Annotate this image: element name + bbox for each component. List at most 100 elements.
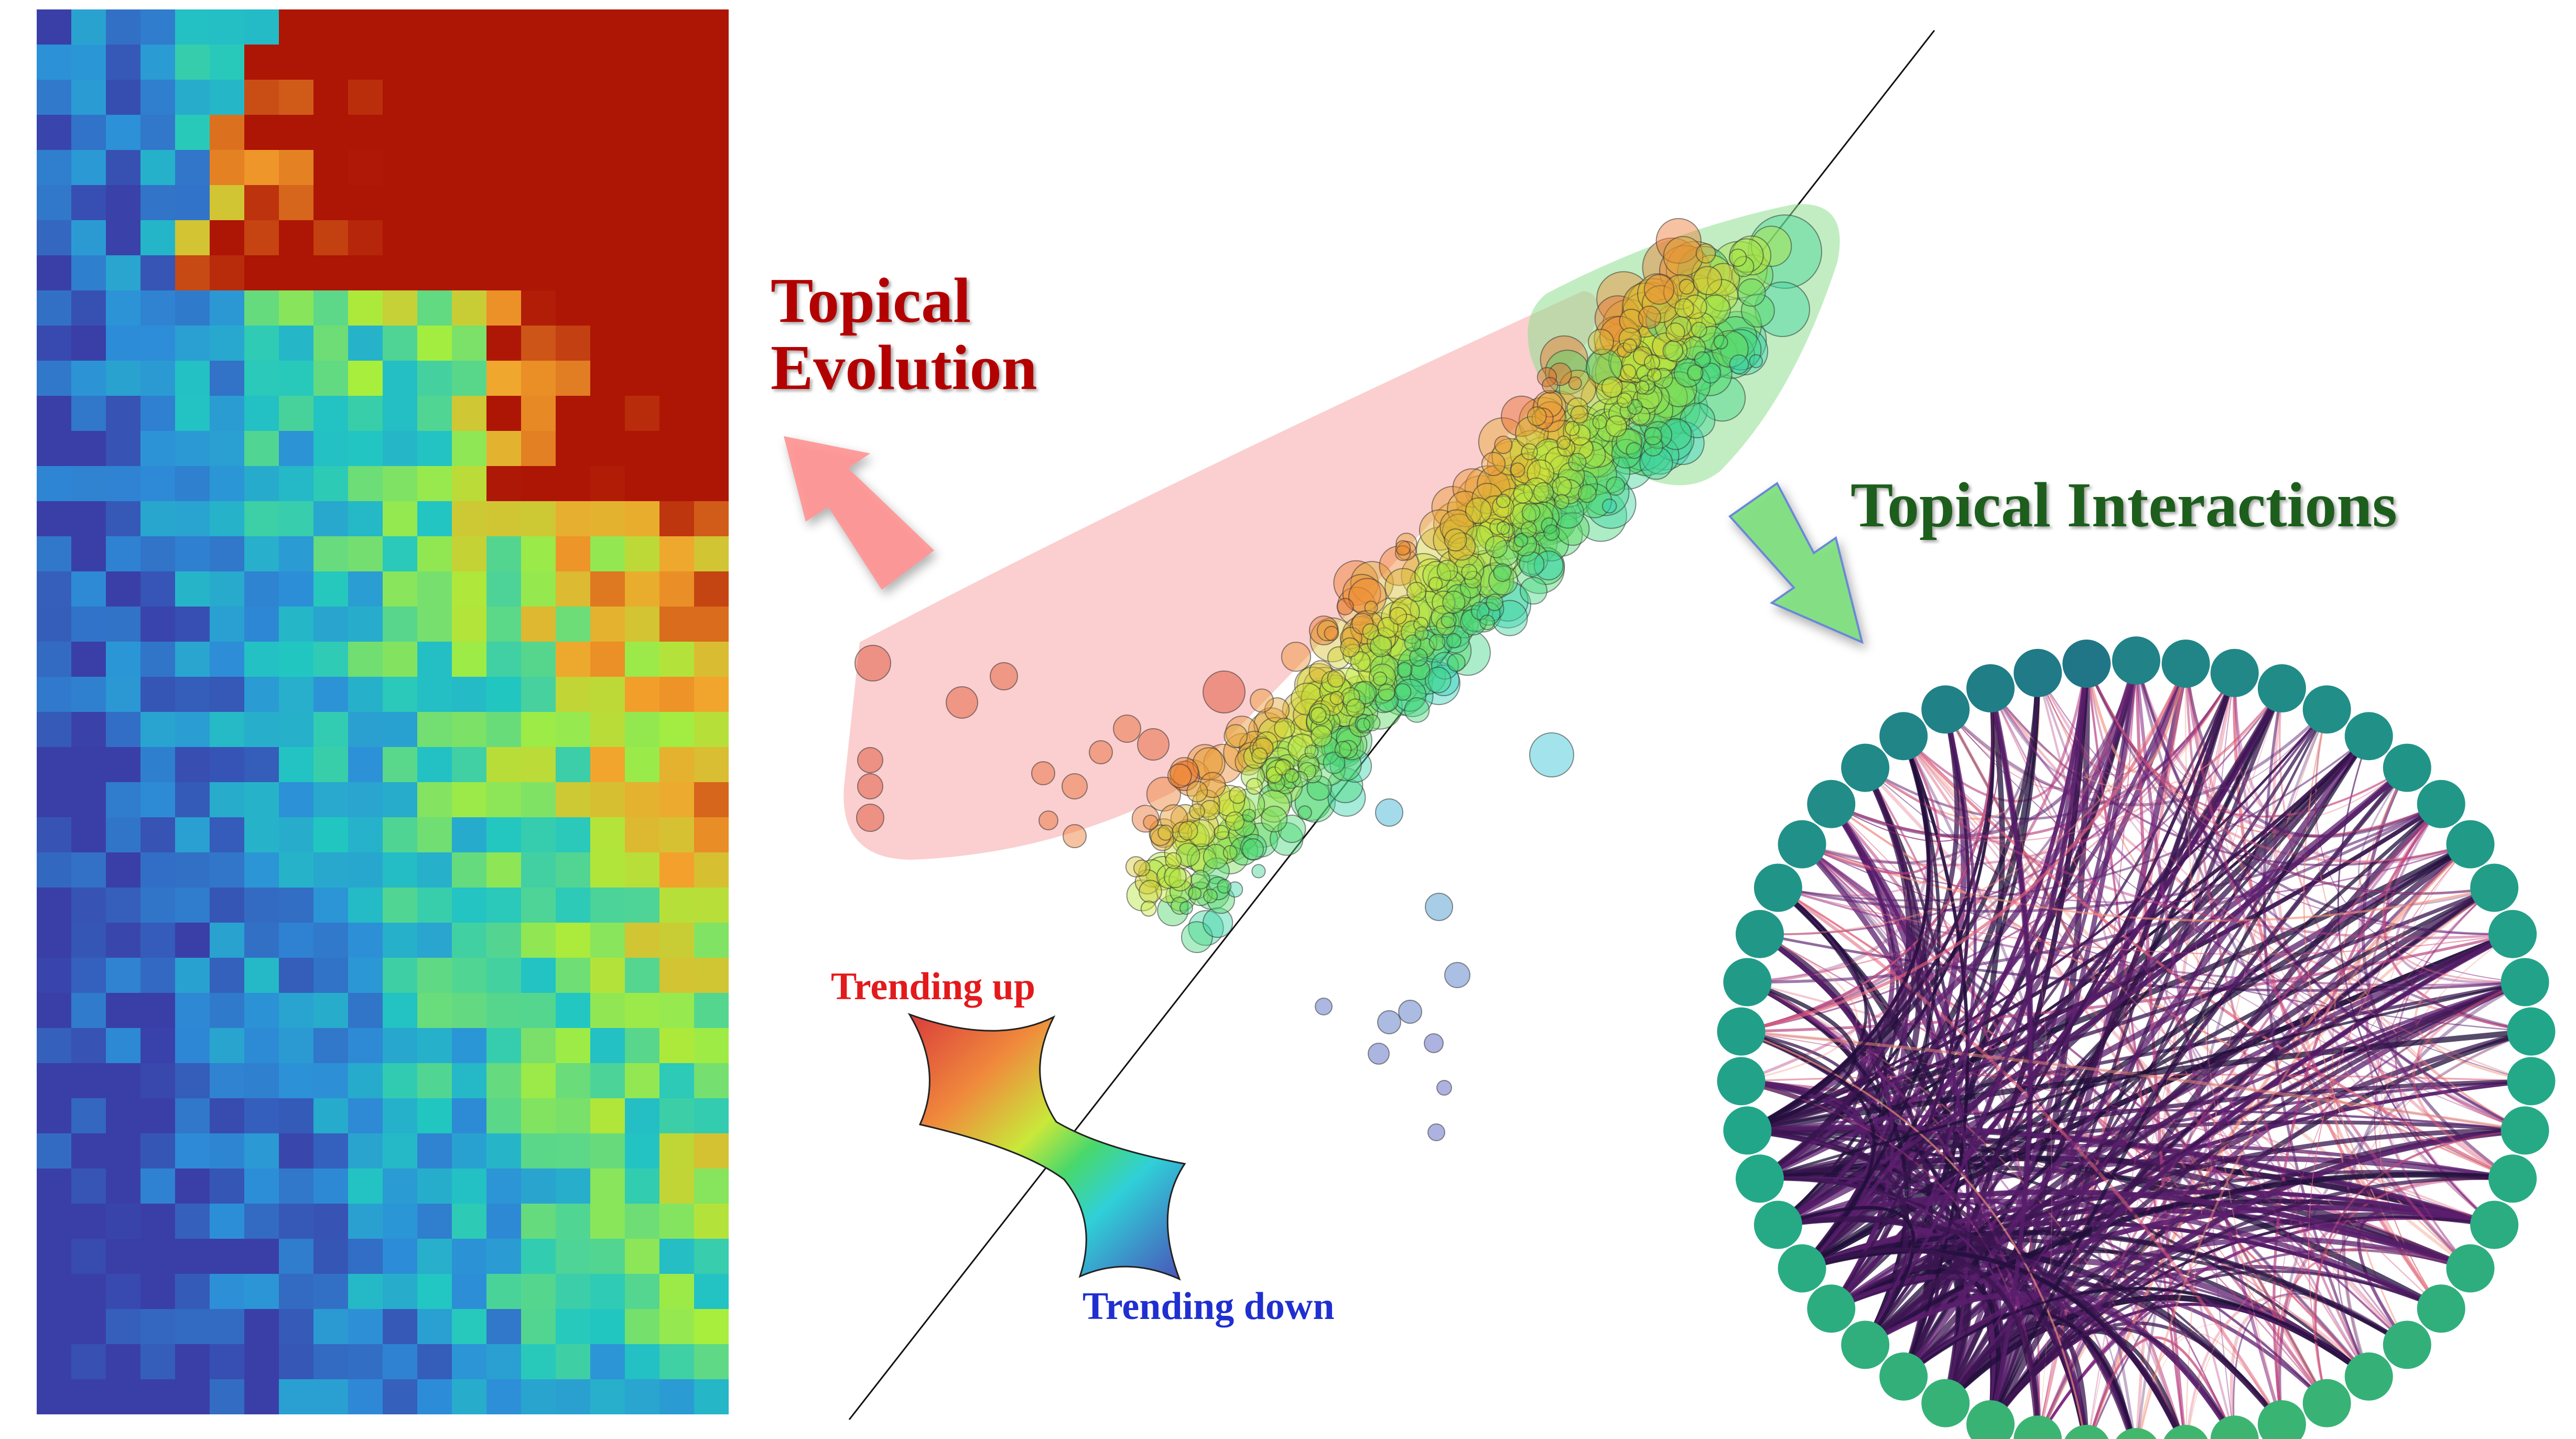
heatmap-cell — [244, 747, 279, 782]
topic-bubble — [1606, 476, 1626, 496]
heatmap-cell — [71, 817, 106, 852]
topic-node — [1841, 1321, 1890, 1369]
heatmap-cell — [313, 1168, 348, 1204]
topic-node — [1841, 743, 1890, 792]
heatmap-cell — [210, 888, 244, 923]
heatmap-cell — [71, 852, 106, 888]
heatmap-cell — [244, 1063, 279, 1098]
topic-bubble — [1566, 397, 1588, 419]
heatmap-cell — [417, 466, 452, 501]
heatmap-cell — [452, 115, 486, 150]
topic-bubble — [1214, 825, 1229, 840]
topic-bubble — [1327, 778, 1366, 817]
heatmap-cell — [383, 220, 417, 255]
heatmap-cell — [417, 290, 452, 326]
topic-bubble — [1246, 777, 1263, 795]
network-edge — [1747, 803, 2442, 984]
heatmap-cell — [140, 290, 175, 326]
heatmap-cell — [521, 501, 556, 536]
heatmap-cell — [521, 431, 556, 466]
heatmap-cell — [556, 747, 590, 782]
heatmap-cell — [175, 1204, 210, 1239]
heatmap-cell — [210, 536, 244, 571]
heatmap-cell — [521, 747, 556, 782]
heatmap-cell — [210, 1309, 244, 1344]
heatmap-cell — [313, 1204, 348, 1239]
heatmap-cell — [313, 1028, 348, 1063]
topic-bubble — [1397, 662, 1413, 678]
topic-bubble — [1228, 786, 1247, 804]
topic-bubble — [1691, 321, 1707, 338]
topic-bubble — [1447, 653, 1466, 672]
heatmap-cell — [521, 571, 556, 607]
heatmap-cell — [313, 536, 348, 571]
heatmap-cell — [140, 1028, 175, 1063]
network-nodes — [1717, 636, 2556, 1439]
heatmap-cell — [486, 888, 521, 923]
topic-bubble — [1695, 243, 1716, 264]
topic-node — [1879, 712, 1928, 761]
topic-bubble — [1687, 364, 1704, 381]
network-edge — [2138, 1323, 2328, 1439]
heatmap-cell — [625, 361, 659, 396]
heatmap-cell — [140, 817, 175, 852]
heatmap-cell — [383, 888, 417, 923]
heatmap-cell — [625, 1309, 659, 1344]
heatmap-cell — [556, 1168, 590, 1204]
network-edge — [1864, 1172, 2513, 1347]
heatmap-cell — [556, 1028, 590, 1063]
heatmap-cell — [417, 80, 452, 115]
heatmap-cell — [417, 1133, 452, 1168]
heatmap-cell — [694, 9, 729, 45]
topic-bubble — [1199, 799, 1220, 820]
heatmap-cell — [348, 290, 383, 326]
heatmap-cell — [210, 571, 244, 607]
heatmap-cell — [106, 1168, 140, 1204]
network-edge — [2184, 663, 2283, 1425]
heatmap-cell — [659, 712, 694, 747]
heatmap-cell — [71, 747, 106, 782]
network-edge — [2314, 1129, 2525, 1404]
topic-bubble — [1531, 407, 1554, 430]
topic-bubble — [1485, 535, 1508, 558]
heatmap-cell — [417, 115, 452, 150]
topic-bubble — [1394, 545, 1411, 561]
topic-bubble — [1251, 864, 1266, 879]
topic-bubble — [1315, 998, 1333, 1015]
heatmap-cell — [106, 431, 140, 466]
heatmap-cell — [348, 1133, 383, 1168]
heatmap-cell — [417, 1168, 452, 1204]
heatmap-cell — [417, 1239, 452, 1274]
heatmap-cell — [383, 993, 417, 1028]
heatmap-cell — [625, 993, 659, 1028]
topic-bubble — [1310, 707, 1327, 723]
heatmap-cell — [313, 396, 348, 431]
heatmap-cell — [140, 326, 175, 361]
heatmap-cell — [383, 923, 417, 958]
heatmap-cell — [279, 220, 313, 255]
heatmap-cell — [521, 466, 556, 501]
heatmap-cell — [659, 115, 694, 150]
network-edge — [1747, 767, 1907, 983]
heatmap-cell — [244, 677, 279, 712]
heatmap-cell — [348, 396, 383, 431]
heatmap-cell — [452, 1274, 486, 1309]
network-edge — [2184, 663, 2442, 838]
heatmap-cell — [140, 115, 175, 150]
heatmap-cell — [452, 923, 486, 958]
heatmap-cell — [556, 326, 590, 361]
heatmap-cell — [383, 150, 417, 185]
heatmap-cell — [486, 1379, 521, 1414]
heatmap-cell — [625, 536, 659, 571]
heatmap-cell — [659, 290, 694, 326]
heatmap-cell — [556, 431, 590, 466]
heatmap-cell — [210, 1344, 244, 1379]
heatmap-cell — [175, 45, 210, 80]
topic-bubble — [856, 804, 884, 832]
network-edge — [1990, 688, 2282, 790]
heatmap-cell — [140, 466, 175, 501]
topic-bubble — [1375, 798, 1403, 827]
heatmap-cell — [659, 9, 694, 45]
heatmap-cell — [659, 501, 694, 536]
heatmap-cell — [348, 993, 383, 1028]
